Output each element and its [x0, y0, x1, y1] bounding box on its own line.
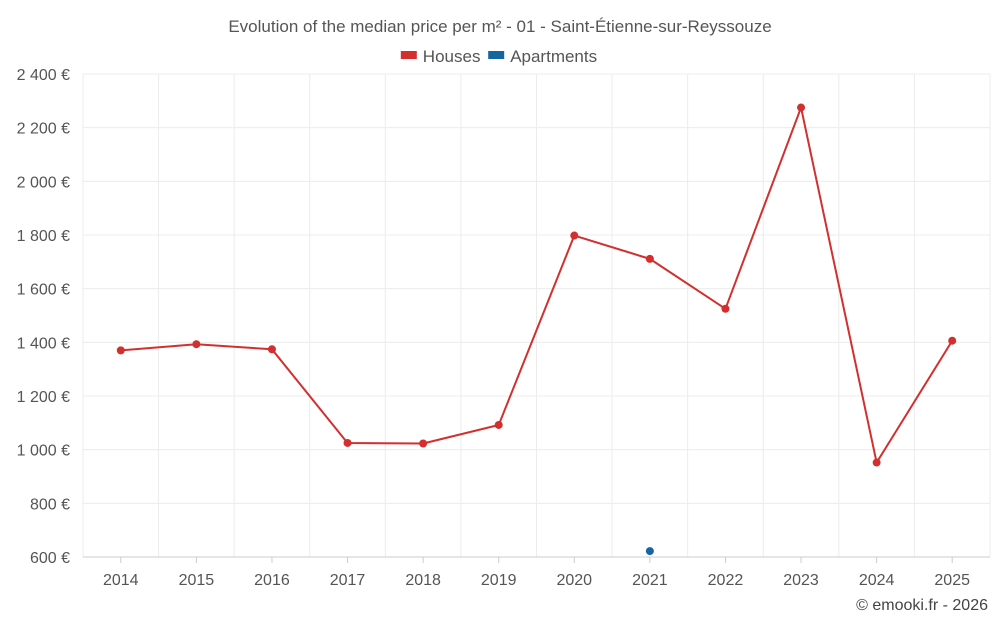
y-tick-label: 1 000 € [17, 443, 70, 460]
data-point-houses[interactable] [797, 103, 806, 112]
chart-legend: Houses Apartments [400, 47, 597, 66]
chart-title: Evolution of the median price per m² - 0… [228, 17, 771, 36]
series-apartments [645, 547, 654, 556]
data-point-houses[interactable] [419, 439, 428, 448]
y-tick-label: 1 600 € [17, 282, 70, 299]
y-axis-ticks: 600 € 800 € 1 000 € 1 200 € 1 400 € 1 600 € 1 … [17, 67, 70, 567]
x-tick-label: 2019 [481, 572, 517, 589]
x-tick-label: 2016 [254, 572, 290, 589]
y-tick-label: 600 € [30, 550, 70, 567]
y-tick-label: 1 800 € [17, 228, 70, 245]
x-tick-label: 2024 [859, 572, 895, 589]
series-line-houses [120, 106, 954, 464]
y-tick-label: 1 200 € [17, 389, 70, 406]
credit-text: © emooki.fr - 2026 [856, 597, 988, 614]
data-point-houses[interactable] [721, 304, 730, 313]
x-tick-label: 2020 [556, 572, 592, 589]
legend-swatch [488, 51, 505, 59]
legend-swatch [400, 51, 417, 59]
legend-label: Apartments [510, 47, 597, 66]
y-tick-label: 2 200 € [17, 121, 70, 138]
y-tick-label: 1 400 € [17, 335, 70, 352]
data-point-houses[interactable] [948, 336, 957, 345]
legend-item-apartments[interactable]: Apartments [488, 47, 597, 66]
data-point-houses[interactable] [570, 231, 579, 240]
x-tick-label: 2021 [632, 572, 668, 589]
x-tick-label: 2018 [405, 572, 441, 589]
y-tick-label: 800 € [30, 496, 70, 513]
x-tick-label: 2022 [708, 572, 744, 589]
legend-item-houses[interactable]: Houses [400, 47, 481, 66]
data-point-apartments[interactable] [645, 547, 654, 556]
data-point-houses[interactable] [872, 458, 881, 467]
y-tick-label: 2 000 € [17, 174, 70, 191]
data-point-houses[interactable] [494, 420, 503, 429]
data-point-houses[interactable] [116, 346, 125, 355]
x-tick-label: 2014 [103, 572, 139, 589]
data-point-houses[interactable] [192, 340, 201, 349]
data-point-houses[interactable] [645, 254, 654, 263]
series-layer [116, 103, 957, 556]
grid-lines [82, 73, 991, 558]
x-tick-label: 2015 [179, 572, 215, 589]
data-point-houses[interactable] [343, 438, 352, 447]
series-houses [116, 103, 957, 467]
x-tick-label: 2025 [934, 572, 970, 589]
y-tick-label: 2 400 € [17, 67, 70, 84]
legend-label: Houses [423, 47, 481, 66]
x-tick-label: 2017 [330, 572, 366, 589]
x-axis-ticks: 2014 2015 2016 2017 2018 2019 2020 2021 2022 2023… [103, 557, 970, 589]
x-tick-label: 2023 [783, 572, 819, 589]
data-point-houses[interactable] [267, 345, 276, 354]
